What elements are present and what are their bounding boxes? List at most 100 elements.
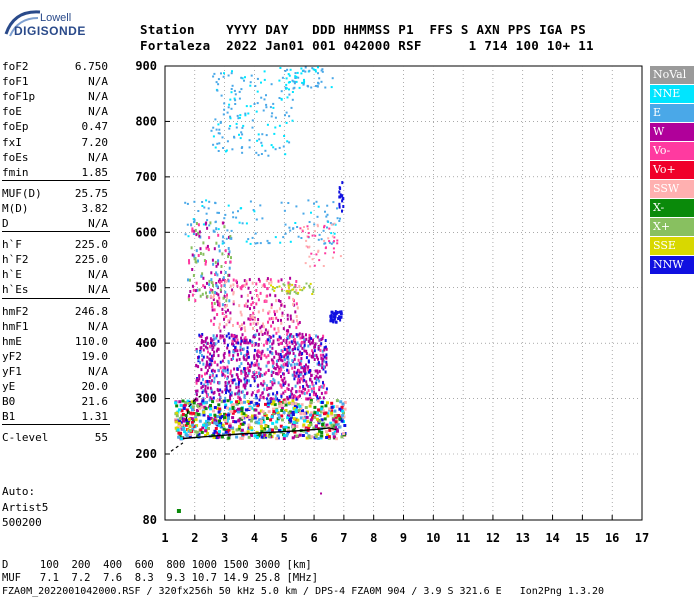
echo-point: [294, 384, 297, 388]
echo-point: [228, 250, 231, 254]
param-row: fxI 7.20: [2, 136, 108, 150]
echo-point: [222, 276, 225, 280]
echo-point: [339, 195, 342, 199]
echo-point: [227, 204, 230, 207]
echo-point: [235, 392, 238, 396]
echo-point: [228, 380, 231, 384]
profile-curve: [182, 427, 337, 440]
echo-point: [326, 414, 330, 418]
echo-point: [262, 383, 265, 387]
echo-point: [317, 82, 320, 85]
echo-point: [318, 77, 321, 80]
echo-point: [338, 407, 342, 411]
echo-point: [285, 339, 288, 342]
echo-point: [332, 418, 336, 422]
echo-point: [177, 431, 181, 435]
echo-point: [174, 426, 178, 430]
echo-point: [242, 124, 245, 127]
echo-point: [257, 154, 260, 157]
echo-point: [256, 294, 259, 298]
x-tick-label: 4: [251, 531, 258, 545]
echo-point: [270, 306, 273, 309]
echo-point: [320, 434, 324, 438]
echo-point: [237, 378, 240, 381]
echo-point: [338, 220, 341, 222]
echo-point: [302, 429, 306, 433]
echo-point: [221, 359, 224, 363]
echo-point: [222, 235, 225, 239]
echo-point: [217, 403, 221, 407]
echo-point: [320, 401, 324, 404]
echo-point: [229, 260, 232, 264]
echo-point: [192, 274, 195, 277]
echo-point: [259, 367, 262, 371]
echo-point: [218, 132, 221, 135]
echo-point: [217, 354, 220, 358]
echo-point: [205, 390, 208, 394]
echo-point: [218, 414, 222, 418]
echo-point: [218, 278, 221, 282]
legend: NoVal NNE E W Vo- Vo+ SSW X- X+ SSE NNW: [650, 66, 694, 275]
echo-point: [244, 380, 247, 384]
echo-point: [202, 362, 205, 366]
echo-point: [192, 401, 196, 405]
echo-point: [213, 316, 216, 320]
echo-point: [196, 409, 199, 412]
echo-point: [293, 357, 296, 361]
echo-point: [236, 338, 239, 342]
echo-point: [308, 353, 311, 357]
echo-point: [204, 388, 207, 391]
echo-point: [185, 422, 189, 425]
echo-point: [275, 316, 278, 320]
echo-point: [299, 366, 302, 370]
echo-point: [217, 381, 220, 385]
echo-point: [219, 288, 222, 292]
param-key: MUF(D): [2, 186, 42, 200]
echo-point: [240, 131, 243, 134]
echo-point: [286, 428, 290, 432]
echo-point: [275, 437, 279, 441]
param-value: N/A: [88, 150, 108, 164]
echo-point: [291, 98, 294, 101]
echo-point: [234, 382, 237, 386]
echo-point: [226, 111, 229, 114]
echo-point: [265, 299, 268, 303]
echo-point: [196, 404, 200, 408]
echo-point: [197, 259, 199, 263]
echo-point: [276, 411, 280, 414]
echo-point: [294, 402, 298, 406]
echo-point: [292, 352, 295, 355]
echo-point: [290, 333, 293, 337]
echo-point: [269, 418, 273, 422]
echo-point: [202, 423, 206, 427]
echo-point: [288, 288, 290, 292]
echo-point: [295, 434, 299, 438]
echo-point: [258, 350, 261, 354]
y-tick-label: 700: [135, 170, 157, 184]
echo-point: [321, 337, 324, 340]
echo-point: [202, 252, 205, 256]
echo-point: [229, 372, 232, 376]
param-separator: [2, 424, 110, 426]
echo-point: [217, 368, 220, 372]
echo-point: [289, 317, 292, 321]
echo-point: [247, 372, 250, 375]
echo-point: [245, 222, 248, 225]
echo-point: [243, 326, 246, 330]
echo-point: [280, 385, 283, 389]
echo-point: [265, 134, 268, 137]
echo-point: [266, 361, 269, 365]
echo-point: [242, 356, 245, 360]
echo-point: [335, 399, 339, 403]
echo-point: [213, 72, 216, 75]
echo-point: [286, 68, 289, 71]
echo-point: [315, 417, 319, 421]
echo-point: [204, 365, 207, 369]
param-key: h`F: [2, 238, 22, 252]
echo-point: [283, 304, 286, 308]
echo-point: [258, 279, 261, 283]
echo-point: [230, 229, 233, 232]
echo-point: [253, 371, 255, 375]
echo-point: [214, 201, 217, 204]
echo-point: [299, 394, 301, 398]
